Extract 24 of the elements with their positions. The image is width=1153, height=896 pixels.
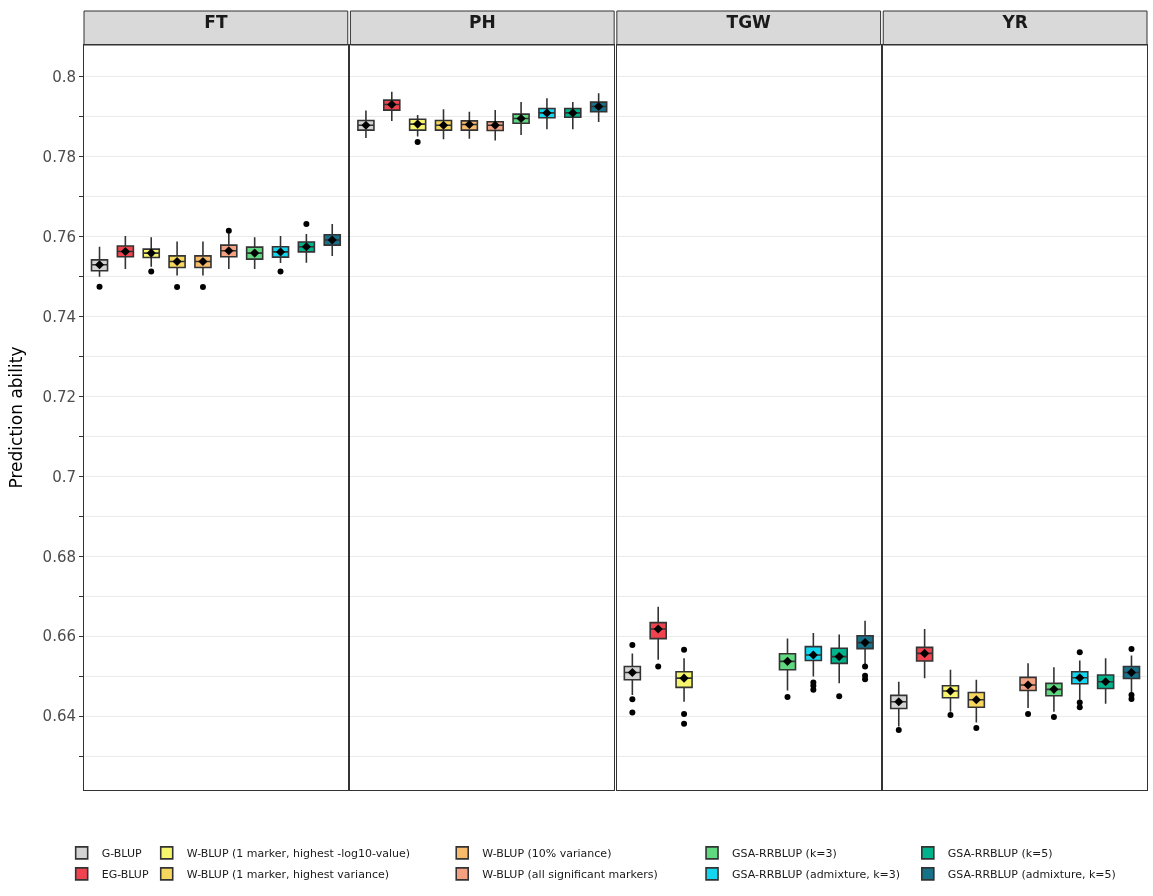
y-tick-label: 0.64 xyxy=(42,707,76,726)
y-tick-label: 0.68 xyxy=(42,547,76,566)
legend-label: W-BLUP (all significant markers) xyxy=(482,868,658,882)
legend-label: W-BLUP (1 marker, highest variance) xyxy=(186,868,389,882)
legend-label: GSA-RRBLUP (k=5) xyxy=(947,847,1053,861)
x-tick-label: PH xyxy=(468,12,496,33)
y-tick-label: 0.76 xyxy=(42,227,76,246)
y-tick-label: 0.7 xyxy=(52,467,76,486)
legend-label: W-BLUP (10% variance) xyxy=(482,847,612,861)
y-tick-label: 0.66 xyxy=(42,627,76,646)
y-tick-label: 0.72 xyxy=(42,387,76,406)
x-tick-label: TGW xyxy=(726,12,772,33)
y-tick-label: 0.78 xyxy=(42,148,76,167)
x-tick-label: FT xyxy=(204,12,228,33)
legend-label: W-BLUP (1 marker, highest -log10-value) xyxy=(186,847,411,861)
legend-label: GSA-RRBLUP (k=3) xyxy=(732,847,837,861)
y-tick-label: 0.74 xyxy=(42,307,76,326)
y-axis-title: Prediction ability xyxy=(6,346,27,489)
legend-label: G-BLUP xyxy=(101,847,142,861)
y-tick-label: 0.8 xyxy=(52,68,76,87)
legend-label: GSA-RRBLUP (admixture, k=3) xyxy=(732,868,901,882)
legend-label: GSA-RRBLUP (admixture, k=5) xyxy=(947,868,1116,882)
x-tick-label: YR xyxy=(1001,12,1028,33)
legend-label: EG-BLUP xyxy=(101,868,149,882)
